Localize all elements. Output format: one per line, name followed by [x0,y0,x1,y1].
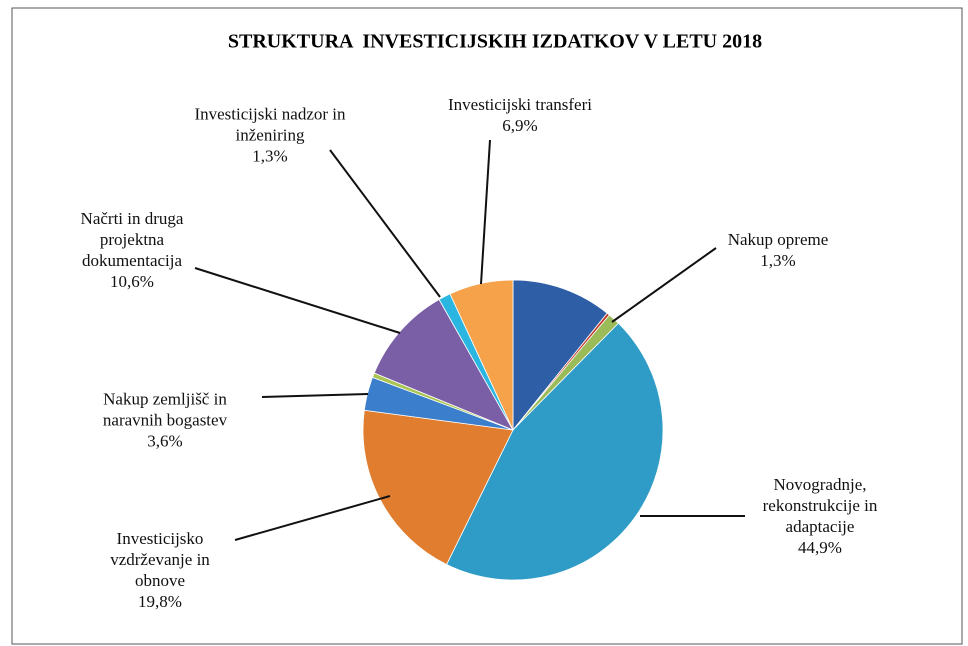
slice-label: Novogradnje, rekonstrukcije in adaptacij… [763,474,878,558]
slice-label: Investicijski transferi 6,9% [448,94,592,136]
category-label: Nakup zemljišč in naravnih bogastev [102,389,228,430]
pie-slice [446,322,664,581]
value-label: 10,6% [110,272,154,291]
category-label: Investicijski transferi [448,95,592,114]
category-label: Novogradnje, rekonstrukcije in adaptacij… [762,475,878,536]
category-label: Investicijski nadzor in inženiring [194,104,346,145]
leader-line [234,495,391,541]
pie-slice [512,279,608,432]
value-label: 44,9% [798,538,842,557]
chart-title: STRUKTURA INVESTICIJSKIH IZDATKOV V LETU… [227,30,763,53]
value-label: 1,3% [760,251,796,270]
value-label: 1,3% [252,146,288,166]
leader-line [329,149,441,298]
leader-line [611,247,717,323]
slice-label: Investicijski nadzor in inženiring 1,3% [194,104,345,167]
frame [11,7,963,645]
slice-label: Investicijsko vzdrževanje in obnove 19,8% [110,528,210,612]
leader-line [194,267,401,334]
leader-line [480,139,491,285]
value-label: 6,9% [502,116,538,135]
category-label: Investicijsko vzdrževanje in obnove [110,529,210,590]
pie-slice [362,409,514,566]
category-label: Nakup opreme [727,230,829,249]
leader-line [261,393,369,398]
slice-label: Nakup opreme 1,3% [728,229,829,271]
value-label: 3,6% [147,431,183,451]
slice-label: Nakup zemljišč in naravnih bogastev 3,6% [103,389,227,452]
category-label: Načrti in druga projektna dokumentacija [80,209,184,270]
pie-slice [373,298,514,431]
value-label: 19,8% [138,592,182,611]
slice-label: Načrti in druga projektna dokumentacija 1… [81,208,184,292]
